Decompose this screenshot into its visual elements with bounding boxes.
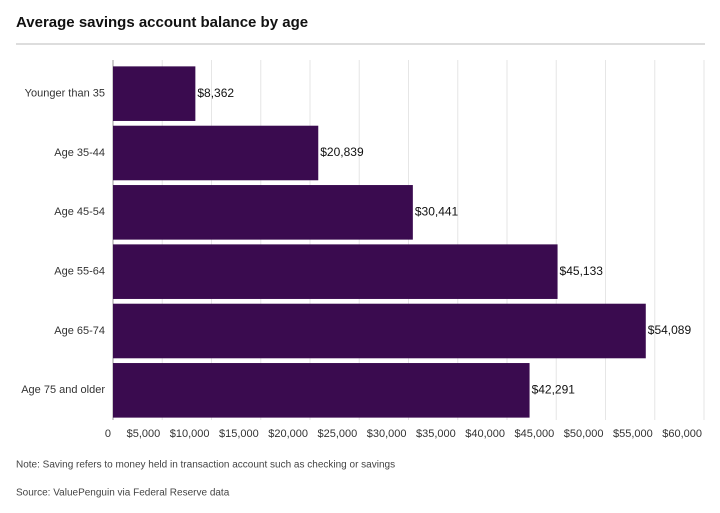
bar [113,363,530,418]
x-tick-label: $15,000 [219,428,259,440]
x-tick-label: $40,000 [465,428,505,440]
x-tick-label: $35,000 [416,428,456,440]
value-label: $30,441 [415,205,459,219]
y-tick-label: Younger than 35 [25,88,105,100]
x-tick-label: $55,000 [613,428,653,440]
bar [113,66,196,121]
x-tick-label: $10,000 [170,428,210,440]
x-tick-label: 0 [105,428,111,440]
bar [113,244,558,299]
x-tick-label: $5,000 [127,428,161,440]
x-tick-label: $25,000 [317,428,357,440]
y-tick-label: Age 55-64 [54,266,105,278]
source: Source: ValuePenguin via Federal Reserve… [16,488,230,499]
value-label: $20,839 [320,145,364,159]
x-tick-label: $30,000 [367,428,407,440]
value-label: $42,291 [532,383,576,397]
y-tick-label: Age 75 and older [21,384,105,396]
value-label: $45,133 [560,264,604,278]
value-label: $8,362 [197,86,234,100]
chart-title: Average savings account balance by age [16,14,308,31]
x-tick-label: $20,000 [268,428,308,440]
bar [113,303,646,359]
y-tick-label: Age 45-54 [54,206,105,218]
x-tick-label: $60,000 [662,428,702,440]
note: Note: Saving refers to money held in tra… [16,460,395,471]
x-tick-label: $45,000 [514,428,554,440]
value-label: $54,089 [648,323,692,337]
y-tick-label: Age 35-44 [54,147,105,159]
x-tick-label: $50,000 [564,428,604,440]
bar [113,185,413,240]
bar [113,125,319,181]
y-tick-label: Age 65-74 [54,325,105,337]
